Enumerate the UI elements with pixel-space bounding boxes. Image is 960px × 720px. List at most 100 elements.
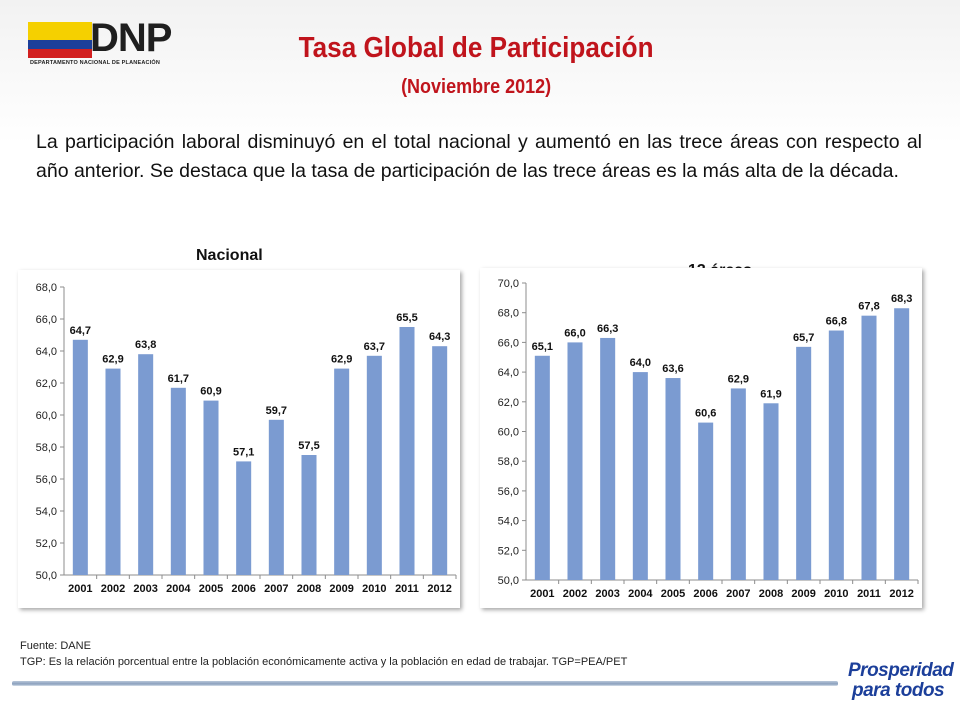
y-tick-label: 66,0 — [498, 337, 519, 349]
y-tick-label: 52,0 — [498, 545, 519, 557]
data-label: 63,8 — [135, 339, 156, 351]
data-label: 59,7 — [266, 405, 287, 417]
x-tick-label: 2006 — [231, 583, 255, 595]
bar — [301, 455, 317, 575]
summary-paragraph: La participación laboral disminuyó en el… — [36, 131, 922, 182]
x-tick-label: 2005 — [199, 583, 223, 595]
x-tick-label: 2010 — [824, 588, 848, 600]
data-label: 64,0 — [630, 357, 651, 369]
x-tick-label: 2012 — [427, 583, 451, 595]
x-tick-label: 2005 — [661, 588, 685, 600]
y-tick-label: 58,0 — [498, 456, 519, 468]
definition-note: TGP: Es la relación porcentual entre la … — [20, 656, 628, 668]
bar — [894, 308, 910, 580]
x-tick-label: 2011 — [857, 588, 881, 600]
data-label: 64,7 — [70, 325, 91, 337]
prosperidad-logo: Prosperidad para todos — [848, 660, 954, 702]
x-tick-label: 2001 — [530, 588, 554, 600]
x-tick-label: 2007 — [726, 588, 750, 600]
x-tick-label: 2003 — [133, 583, 157, 595]
bar-chart-13-areas: 50,0 52,0 54,0 56,0 58,0 60,0 62,0 64,0 66,0 68,0… — [498, 278, 919, 600]
y-tick-label: 64,0 — [498, 367, 519, 379]
data-label: 62,9 — [102, 354, 123, 366]
bar — [665, 378, 681, 580]
brand-line-1: Prosperidad — [848, 660, 954, 681]
data-label: 60,9 — [200, 386, 221, 398]
x-tick-label: 2002 — [563, 588, 587, 600]
data-label: 60,6 — [695, 408, 716, 420]
y-tick-label: 56,0 — [36, 474, 57, 486]
data-label: 66,3 — [597, 323, 618, 335]
chart-title-nacional: Nacional — [196, 247, 263, 264]
data-label: 66,8 — [826, 316, 847, 328]
chart-panel-13-areas: 50,0 52,0 54,0 56,0 58,0 60,0 62,0 64,0 66,0 68,0… — [480, 268, 922, 608]
bar — [268, 419, 284, 575]
x-tick-label: 2009 — [329, 583, 353, 595]
x-tick-label: 2004 — [628, 588, 653, 600]
y-tick-label: 60,0 — [498, 427, 519, 439]
bar — [567, 342, 583, 580]
x-tick-label: 2010 — [362, 583, 386, 595]
y-tick-label: 70,0 — [498, 278, 519, 290]
x-tick-label: 2008 — [759, 588, 783, 600]
bar — [600, 337, 616, 580]
data-label: 62,9 — [331, 354, 352, 366]
data-label: 61,9 — [760, 388, 781, 400]
x-tick-label: 2009 — [791, 588, 815, 600]
data-label: 64,3 — [429, 331, 450, 343]
bar — [105, 368, 121, 575]
data-label: 65,7 — [793, 332, 814, 344]
x-tick-label: 2006 — [693, 588, 717, 600]
bar — [730, 388, 746, 580]
y-tick-label: 50,0 — [498, 575, 519, 587]
bar — [432, 346, 448, 575]
y-tick-label: 62,0 — [36, 378, 57, 390]
y-tick-label: 58,0 — [36, 442, 57, 454]
y-tick-label: 62,0 — [498, 397, 519, 409]
y-tick-label: 50,0 — [36, 570, 57, 582]
bar — [203, 400, 219, 575]
bar — [138, 354, 154, 575]
bar — [698, 422, 714, 580]
y-tick-label: 60,0 — [36, 410, 57, 422]
bar — [534, 355, 550, 580]
chart-panel-nacional: 50,0 52,0 54,0 56,0 58,0 60,0 62,0 64,0 66,0 68,0… — [18, 270, 460, 608]
bar — [632, 372, 648, 580]
bar — [334, 368, 350, 575]
bar — [828, 330, 844, 580]
data-label: 63,6 — [662, 363, 683, 375]
brand-line-2: para todos — [852, 680, 945, 701]
bar — [763, 403, 779, 580]
colombia-flag-icon — [28, 22, 92, 58]
dnp-logo: DNP DEPARTAMENTO NACIONAL DE PLANEACIÓN — [22, 16, 182, 70]
data-label: 61,7 — [168, 373, 189, 385]
x-tick-label: 2011 — [395, 583, 419, 595]
data-label: 67,8 — [858, 301, 879, 313]
data-label: 65,1 — [532, 341, 553, 353]
data-label: 62,9 — [728, 373, 749, 385]
page-subtitle: (Noviembre 2012) — [401, 76, 552, 98]
bar-chart-nacional: 50,0 52,0 54,0 56,0 58,0 60,0 62,0 64,0 66,0 68,0… — [36, 282, 457, 595]
bar — [796, 346, 812, 580]
x-tick-label: 2001 — [68, 583, 92, 595]
x-tick-label: 2012 — [889, 588, 913, 600]
bar — [399, 327, 415, 575]
y-tick-label: 66,0 — [36, 314, 57, 326]
y-tick-label: 64,0 — [36, 346, 57, 358]
bar — [236, 461, 252, 575]
x-tick-label: 2004 — [166, 583, 191, 595]
data-label: 57,1 — [233, 446, 254, 458]
x-tick-label: 2003 — [595, 588, 619, 600]
logo-wordmark: DNP — [90, 16, 172, 60]
x-tick-label: 2008 — [297, 583, 321, 595]
bar — [366, 355, 382, 575]
y-tick-label: 52,0 — [36, 538, 57, 550]
footer-divider — [12, 681, 838, 686]
x-tick-label: 2002 — [101, 583, 125, 595]
y-tick-label: 54,0 — [498, 516, 519, 528]
bar — [861, 315, 877, 580]
source-note: Fuente: DANE — [20, 640, 91, 652]
bar — [72, 339, 88, 575]
data-label: 65,5 — [396, 312, 417, 324]
data-label: 63,7 — [364, 341, 385, 353]
